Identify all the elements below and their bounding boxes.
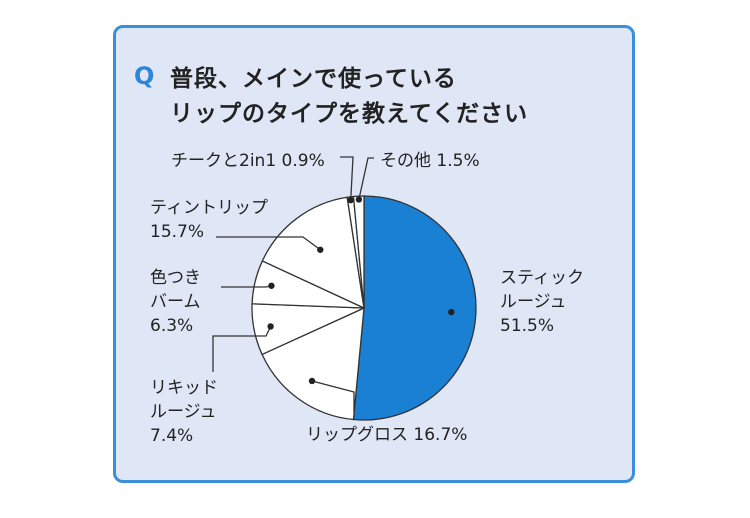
chart-title-line-2: リップのタイプを教えてください — [170, 101, 529, 127]
data-label-tinted-balm: 色つきバーム 6.3% — [150, 268, 201, 336]
data-label-stick-rouge: スティックルージュ 51.5% — [500, 268, 584, 336]
leader-line-lip-gloss — [311, 380, 355, 412]
leader-dot-liquid-rouge — [267, 323, 274, 330]
pie-slice-stick-rouge — [352, 195, 477, 421]
pie-slice-other — [352, 195, 365, 309]
leader-dot-cheek-2in1 — [347, 196, 354, 204]
leader-dot-stick-rouge — [448, 308, 455, 316]
leader-line-tint-lip — [216, 236, 321, 251]
pie-slice-tint-lip — [261, 196, 365, 310]
data-label-tint-lip: ティントリップ 15.7% — [150, 198, 268, 242]
leader-dot-tinted-balm — [268, 282, 275, 289]
leader-line-liquid-rouge — [212, 326, 272, 372]
data-label-lip-gloss: リップグロス 16.7% — [306, 425, 467, 445]
chart-title-line-1: 普段、メインで使っている — [170, 66, 457, 92]
data-label-cheek-2in1: チークと2in1 0.9% — [171, 151, 325, 171]
leader-dot-tint-lip — [317, 246, 324, 253]
pie-slice-lip-gloss — [261, 306, 365, 421]
data-label-other: その他 1.5% — [380, 151, 480, 171]
leader-dot-lip-gloss — [308, 377, 316, 385]
leader-dot-other — [355, 196, 363, 203]
leader-line-other — [358, 157, 374, 200]
data-label-liquid-rouge: リキッドルージュ 7.4% — [150, 378, 218, 446]
leader-line-cheek-2in1 — [340, 156, 354, 201]
q-icon: Q — [134, 62, 155, 90]
